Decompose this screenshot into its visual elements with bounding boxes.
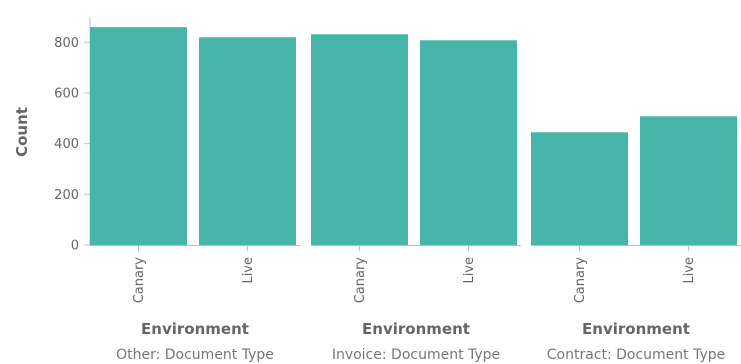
bar — [420, 40, 517, 245]
facet-panel: Canary Live Environment Contract: Document … — [531, 116, 741, 363]
bar — [311, 34, 408, 245]
facet-panel: Canary Live Environment Other: Document Typ… — [90, 27, 300, 363]
bar — [531, 132, 628, 245]
y-axis-title: Count — [13, 107, 31, 157]
y-tick-label: 600 — [54, 87, 79, 102]
y-axis: 0 200 400 600 800 — [54, 17, 91, 254]
y-tick-label: 400 — [54, 137, 79, 152]
facet-label: Other: Document Type — [116, 347, 274, 363]
x-tick-label: Canary — [573, 257, 588, 304]
bar — [199, 37, 296, 246]
facets: Canary Live Environment Other: Document Typ… — [90, 27, 741, 363]
bar — [90, 27, 187, 246]
x-tick-label: Live — [462, 257, 477, 284]
y-tick-label: 0 — [71, 239, 79, 254]
x-tick-label: Canary — [132, 257, 147, 304]
y-tick-label: 800 — [54, 36, 79, 51]
bar — [640, 116, 737, 245]
x-axis-title: Environment — [141, 320, 249, 338]
x-tick-label: Live — [682, 257, 697, 284]
facet-panel: Canary Live Environment Invoice: Document T… — [311, 34, 521, 363]
facet-label: Contract: Document Type — [547, 347, 726, 363]
y-tick-label: 200 — [54, 188, 79, 203]
x-tick-label: Canary — [353, 257, 368, 304]
facet-label: Invoice: Document Type — [332, 347, 500, 363]
x-axis-title: Environment — [582, 320, 690, 338]
x-tick-label: Live — [241, 257, 256, 284]
x-axis-title: Environment — [362, 320, 470, 338]
